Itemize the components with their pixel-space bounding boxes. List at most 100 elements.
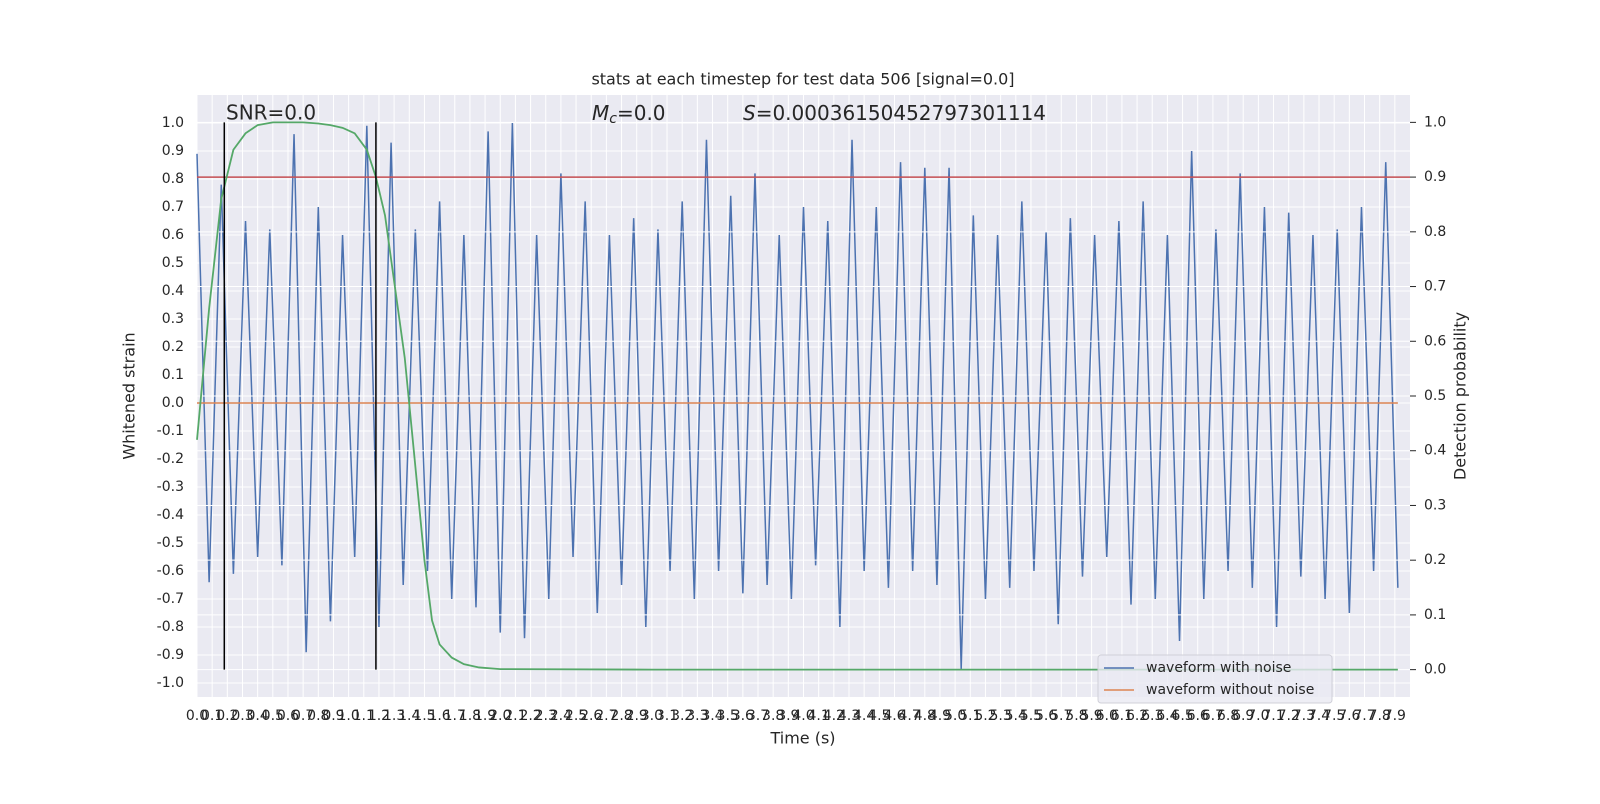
mc-subscript: c — [609, 111, 617, 127]
x-tick-label: 3.4 — [701, 708, 723, 724]
y-tick-label: 0.4 — [162, 283, 184, 299]
y-tick-label: 0.5 — [162, 255, 184, 271]
x-tick-label: 6.0 — [1096, 708, 1118, 724]
x-tick-label: 2.7 — [595, 708, 617, 724]
x-tick-label: 7.1 — [1262, 708, 1284, 724]
snr-annotation: SNR=0.0 — [226, 101, 316, 125]
x-tick-label: 1.0 — [337, 708, 359, 724]
y-tick-label: -0.6 — [157, 563, 184, 579]
x-tick-label: 3.2 — [671, 708, 693, 724]
x-tick-label: 6.7 — [1202, 708, 1224, 724]
mc-annotation: Mc=0.0 — [592, 101, 666, 128]
y-tick-label: 0.3 — [162, 311, 184, 327]
x-tick-label: 5.5 — [1020, 708, 1042, 724]
x-tick-label: 7.2 — [1278, 708, 1300, 724]
x-tick-label: 0.9 — [322, 708, 344, 724]
y-tick-label: -0.7 — [157, 591, 184, 607]
mc-symbol: M — [592, 101, 609, 125]
y2-tick-label: 0.6 — [1424, 333, 1446, 349]
x-tick-label: 0.1 — [201, 708, 223, 724]
x-tick-label: 2.1 — [504, 708, 526, 724]
y-tick-label: 1.0 — [162, 115, 184, 131]
legend-label: waveform without noise — [1146, 682, 1314, 698]
x-tick-label: 5.6 — [1035, 708, 1057, 724]
x-tick-label: 4.7 — [899, 708, 921, 724]
x-tick-label: 6.6 — [1187, 708, 1209, 724]
x-tick-label: 6.5 — [1171, 708, 1193, 724]
x-tick-label: 7.7 — [1353, 708, 1375, 724]
x-tick-label: 0.3 — [231, 708, 253, 724]
s-symbol: S — [743, 101, 756, 125]
x-tick-label: 1.5 — [413, 708, 435, 724]
x-tick-label: 2.2 — [519, 708, 541, 724]
x-tick-label: 6.2 — [1126, 708, 1148, 724]
y-tick-label: 0.6 — [162, 227, 184, 243]
y-tick-label: 0.2 — [162, 339, 184, 355]
y2-tick-label: 0.4 — [1424, 443, 1446, 459]
x-tick-label: 5.7 — [1050, 708, 1072, 724]
x-tick-label: 0.2 — [216, 708, 238, 724]
x-tick-label: 3.8 — [762, 708, 784, 724]
x-tick-label: 3.0 — [641, 708, 663, 724]
x-tick-label: 2.9 — [626, 708, 648, 724]
x-tick-label: 0.8 — [307, 708, 329, 724]
y-tick-label: -0.5 — [157, 535, 184, 551]
mc-text: =0.0 — [617, 101, 666, 125]
x-tick-label: 2.5 — [565, 708, 587, 724]
y-tick-label: -0.2 — [157, 451, 184, 467]
x-tick-label: 1.4 — [398, 708, 420, 724]
x-tick-label: 0.6 — [277, 708, 299, 724]
y-tick-label: -0.8 — [157, 619, 184, 635]
x-tick-label: 5.2 — [974, 708, 996, 724]
x-tick-label: 1.8 — [459, 708, 481, 724]
x-tick-label: 3.5 — [717, 708, 739, 724]
x-tick-label: 2.4 — [550, 708, 572, 724]
x-tick-label: 0.5 — [262, 708, 284, 724]
x-tick-label: 1.1 — [353, 708, 375, 724]
x-tick-label: 1.9 — [474, 708, 496, 724]
x-tick-label: 7.3 — [1293, 708, 1315, 724]
x-tick-label: 3.1 — [656, 708, 678, 724]
x-tick-label: 1.3 — [383, 708, 405, 724]
x-tick-label: 3.3 — [686, 708, 708, 724]
x-tick-label: 4.2 — [823, 708, 845, 724]
y-axis-label: Whitened strain — [120, 332, 139, 459]
data-line — [196, 121, 1398, 671]
x-tick-label: 1.6 — [428, 708, 450, 724]
x-tick-label: 6.1 — [1111, 708, 1133, 724]
x-tick-label: 3.7 — [747, 708, 769, 724]
s-annotation: S=0.00036150452797301114 — [743, 101, 1046, 125]
legend-box — [1097, 654, 1333, 704]
y-tick-label: 0.7 — [162, 199, 184, 215]
y-tick-label: -0.3 — [157, 479, 184, 495]
y-tick-label: -0.1 — [157, 423, 184, 439]
x-tick-label: 0.7 — [292, 708, 314, 724]
x-tick-label: 5.9 — [1080, 708, 1102, 724]
y-tick-label: 0.1 — [162, 367, 184, 383]
y-tick-label: -0.4 — [157, 507, 184, 523]
y-tick-label: 0.8 — [162, 171, 184, 187]
x-tick-label: 6.4 — [1156, 708, 1178, 724]
y-tick-label: -0.9 — [157, 647, 184, 663]
x-tick-label: 4.9 — [929, 708, 951, 724]
x-axis-label: Time (s) — [769, 729, 835, 748]
y2-tick-label: 0.2 — [1424, 552, 1446, 568]
y-tick-label: -1.0 — [157, 675, 184, 691]
x-tick-label: 2.0 — [489, 708, 511, 724]
x-tick-label: 7.9 — [1384, 708, 1406, 724]
x-tick-label: 2.6 — [580, 708, 602, 724]
y2-tick-label: 0.0 — [1424, 662, 1446, 678]
x-tick-label: 5.4 — [1005, 708, 1027, 724]
x-tick-label: 5.0 — [944, 708, 966, 724]
x-tick-label: 4.0 — [792, 708, 814, 724]
x-tick-label: 4.8 — [914, 708, 936, 724]
y2-tick-label: 0.5 — [1424, 388, 1446, 404]
x-tick-label: 7.0 — [1247, 708, 1269, 724]
x-tick-label: 6.8 — [1217, 708, 1239, 724]
x-tick-label: 7.4 — [1308, 708, 1330, 724]
y2-tick-label: 0.7 — [1424, 279, 1446, 295]
x-tick-label: 6.3 — [1141, 708, 1163, 724]
legend-label: waveform with noise — [1146, 660, 1291, 676]
x-tick-label: 3.6 — [732, 708, 754, 724]
